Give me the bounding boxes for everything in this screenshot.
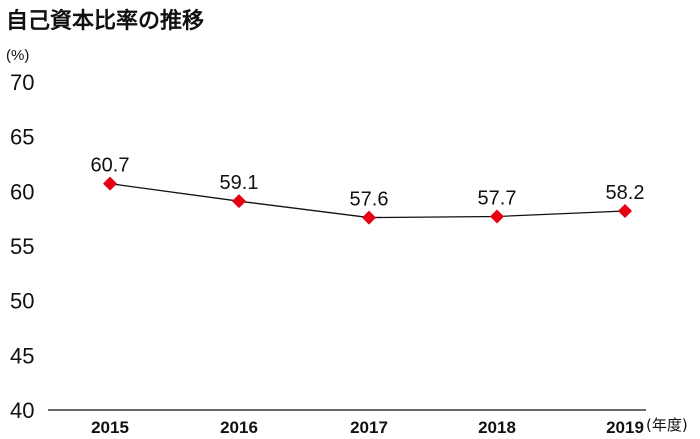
data-value-label: 57.7 (478, 187, 517, 209)
data-point-marker (103, 176, 117, 191)
x-axis-unit: (年度) (646, 416, 688, 434)
data-point-marker (362, 210, 376, 225)
chart-title: 自己資本比率の推移 (6, 8, 204, 34)
x-tick-label: 2018 (478, 418, 516, 437)
y-tick-label: 40 (10, 398, 34, 423)
y-tick-label: 55 (10, 234, 34, 259)
data-value-label: 58.2 (606, 182, 645, 204)
y-tick-label: 50 (10, 289, 34, 314)
data-markers (103, 176, 632, 225)
y-axis-ticks: 40 45 50 55 60 65 70 (10, 70, 34, 423)
x-tick-label: 2016 (220, 418, 258, 437)
data-point-marker (490, 209, 504, 224)
y-axis-unit: (%) (6, 47, 29, 64)
data-value-label: 57.6 (350, 189, 389, 211)
x-tick-label: 2017 (350, 418, 388, 437)
y-tick-label: 60 (10, 179, 34, 204)
y-tick-label: 65 (10, 125, 34, 150)
data-value-label: 59.1 (220, 172, 259, 194)
data-point-marker (618, 204, 632, 219)
y-tick-label: 45 (10, 343, 34, 368)
data-labels: 60.7 59.1 57.6 57.7 58.2 (91, 155, 645, 211)
data-point-marker (232, 194, 246, 209)
data-value-label: 60.7 (91, 155, 130, 177)
y-tick-label: 70 (10, 70, 34, 95)
x-tick-label: 2019 (606, 418, 644, 437)
x-tick-label: 2015 (91, 418, 129, 437)
x-axis-ticks: 2015 2016 2017 2018 2019 (91, 418, 644, 437)
